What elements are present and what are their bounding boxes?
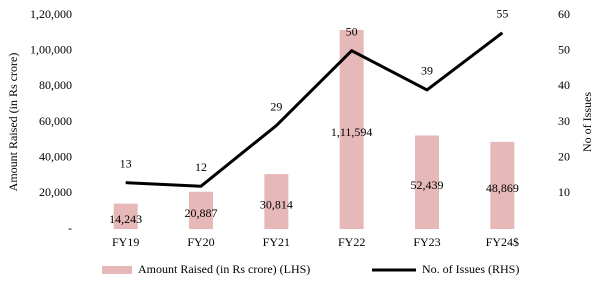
y-tick-label: 40,000 (39, 149, 72, 163)
bar (113, 203, 138, 229)
bar (264, 174, 289, 229)
line-value-label: 39 (421, 64, 433, 78)
bar (490, 141, 515, 229)
bar-value-label: 14,243 (109, 212, 142, 226)
line-value-label: 12 (195, 160, 207, 174)
x-tick-label: FY20 (187, 235, 214, 249)
bar-value-label: 52,439 (411, 178, 444, 192)
line-value-label: 13 (120, 156, 132, 170)
line-value-label: 55 (496, 7, 508, 21)
bar-value-label: 20,887 (185, 206, 218, 220)
y-tick-label: 1,20,000 (30, 7, 72, 21)
y2-axis-title: No of Issues (580, 92, 594, 152)
bar (189, 191, 213, 229)
x-tick-label: FY19 (112, 235, 139, 249)
y2-tick-label: 50 (558, 42, 570, 56)
bar-value-label: 48,869 (486, 181, 519, 195)
legend-swatch (102, 266, 132, 274)
y-tick-label: 20,000 (39, 185, 72, 199)
bar (339, 29, 364, 230)
bar (415, 135, 439, 229)
legend-label: No. of Issues (RHS) (422, 262, 519, 276)
line-value-label: 50 (346, 24, 358, 38)
y2-tick-label: 40 (558, 78, 570, 92)
x-tick-label: FY23 (413, 235, 440, 249)
y2-tick-label: 60 (558, 7, 570, 21)
y2-tick-label: 10 (558, 185, 570, 199)
x-tick-label: FY24$ (486, 235, 519, 249)
bar-value-label: 1,11,594 (331, 125, 373, 139)
y-tick-label: 60,000 (39, 114, 72, 128)
y2-tick-label: 20 (558, 149, 570, 163)
y-tick-label: - (68, 221, 72, 235)
line (125, 31, 504, 188)
bar-value-label: 30,814 (260, 197, 293, 211)
legend-label: Amount Raised (in Rs crore) (LHS) (138, 262, 310, 276)
y-tick-label: 1,00,000 (30, 42, 72, 56)
y-axis-title: Amount Raised (in Rs crore) (6, 53, 20, 192)
x-tick-label: FY21 (263, 235, 290, 249)
y2-tick-label: 30 (558, 114, 570, 128)
x-tick-label: FY22 (338, 235, 365, 249)
y-tick-label: 80,000 (39, 78, 72, 92)
line-value-label: 29 (270, 99, 282, 113)
